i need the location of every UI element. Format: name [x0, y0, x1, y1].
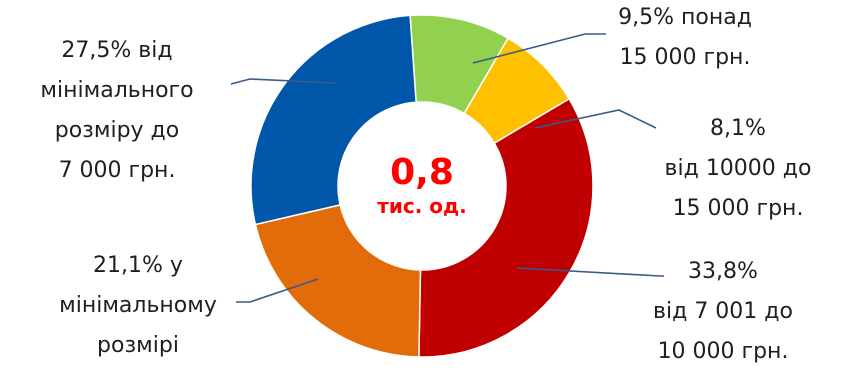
slice-label-line: мінімальному — [59, 293, 217, 318]
slice-label-line: розміру до — [55, 118, 179, 143]
center-value: 0,8 — [390, 152, 454, 193]
slice-labels: 9,5% понад 15 000 грн. 8,1% від 10000 до 15 … — [40, 5, 811, 364]
slice-label-line: 8,1% — [710, 116, 766, 141]
slice-label-0: 9,5% понад 15 000 грн. — [618, 5, 752, 70]
donut-hole — [338, 102, 506, 270]
slice-label-2: 33,8% від 7 001 до 10 000 грн. — [653, 259, 793, 364]
slice-label-4: 27,5% від мінімального розміру до 7 000 грн… — [40, 38, 193, 183]
leader-line-4 — [230, 78, 337, 85]
slice-label-line: 9,5% понад — [618, 5, 752, 30]
donut-slices — [250, 14, 594, 358]
slice-label-line: 21,1% у — [93, 253, 183, 278]
slice-label-line: від 7 001 до — [653, 299, 793, 324]
slice-label-line: 15 000 грн. — [673, 196, 804, 221]
slice-label-line: розмірі — [97, 333, 179, 358]
slice-label-line: 10 000 грн. — [658, 339, 789, 364]
leader-line-2 — [516, 267, 664, 277]
slice-label-3: 21,1% у мінімальному розмірі — [59, 253, 217, 358]
leader-line-0 — [472, 33, 606, 64]
center-unit: тис. од. — [377, 194, 467, 218]
leader-line-1 — [534, 109, 657, 129]
slice-label-line: 33,8% — [688, 259, 758, 284]
slice-label-line: від 10000 до — [665, 156, 812, 181]
slice-label-line: мінімального — [40, 78, 193, 103]
slice-label-line: 27,5% від — [61, 38, 172, 63]
leader-line-3 — [236, 278, 319, 303]
leader-lines — [230, 33, 664, 303]
slice-label-1: 8,1% від 10000 до 15 000 грн. — [665, 116, 812, 221]
slice-label-line: 15 000 грн. — [620, 45, 751, 70]
slice-label-line: 7 000 грн. — [59, 158, 176, 183]
